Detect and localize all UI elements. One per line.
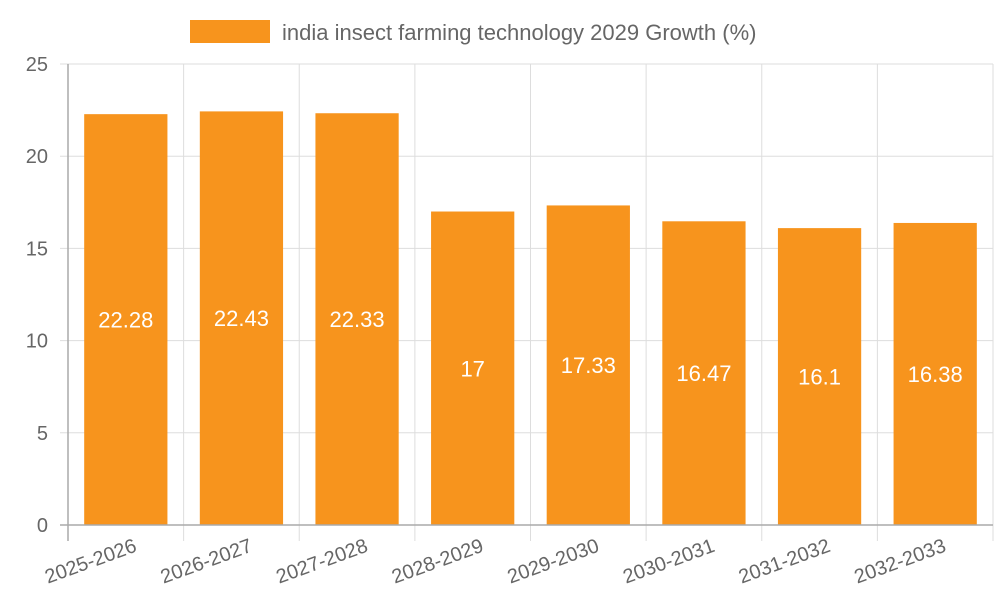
bars [84,111,977,525]
data-label: 17.33 [561,353,616,378]
y-tick-label: 10 [26,331,48,353]
x-tick-label: 2032-2033 [851,535,948,588]
x-tick-label: 2028-2029 [389,535,486,588]
x-axis-ticks: 2025-2026 2026-2027 2027-2028 2028-2029 2029… [42,535,949,588]
bar [777,228,862,525]
y-tick-label: 25 [26,54,48,76]
legend-label: india insect farming technology 2029 Gro… [282,20,756,45]
x-tick-label: 2031-2032 [736,535,833,588]
x-tick-label: 2030-2031 [620,535,717,588]
bar [662,221,746,525]
bar [893,222,977,525]
x-tick-label: 2027-2028 [273,535,370,588]
data-label: 22.33 [330,307,385,332]
x-tick-label: 2026-2027 [158,535,255,588]
data-label: 16.1 [798,365,841,390]
y-tick-label: 15 [26,238,48,260]
bar [199,111,284,525]
data-label: 16.47 [676,361,731,386]
y-tick-label: 20 [26,146,48,168]
data-label: 16.38 [908,362,963,387]
x-tick-label: 2025-2026 [42,535,139,588]
legend[interactable]: india insect farming technology 2029 Gro… [190,20,756,45]
bar [546,205,630,525]
axes [60,64,993,541]
data-label: 22.43 [214,306,269,331]
y-axis-ticks: 0 5 10 15 20 25 [26,54,48,537]
bar [84,114,168,525]
bar [431,211,515,525]
x-tick-label: 2029-2030 [505,535,602,588]
y-tick-label: 5 [37,423,48,445]
y-tick-label: 0 [37,515,48,537]
bar [315,113,399,525]
data-labels: 22.28 22.43 22.33 17 17.33 16.47 16.1 16.38 [98,306,962,389]
data-label: 22.28 [98,308,153,333]
data-label: 17 [460,356,484,381]
legend-swatch [190,20,270,43]
